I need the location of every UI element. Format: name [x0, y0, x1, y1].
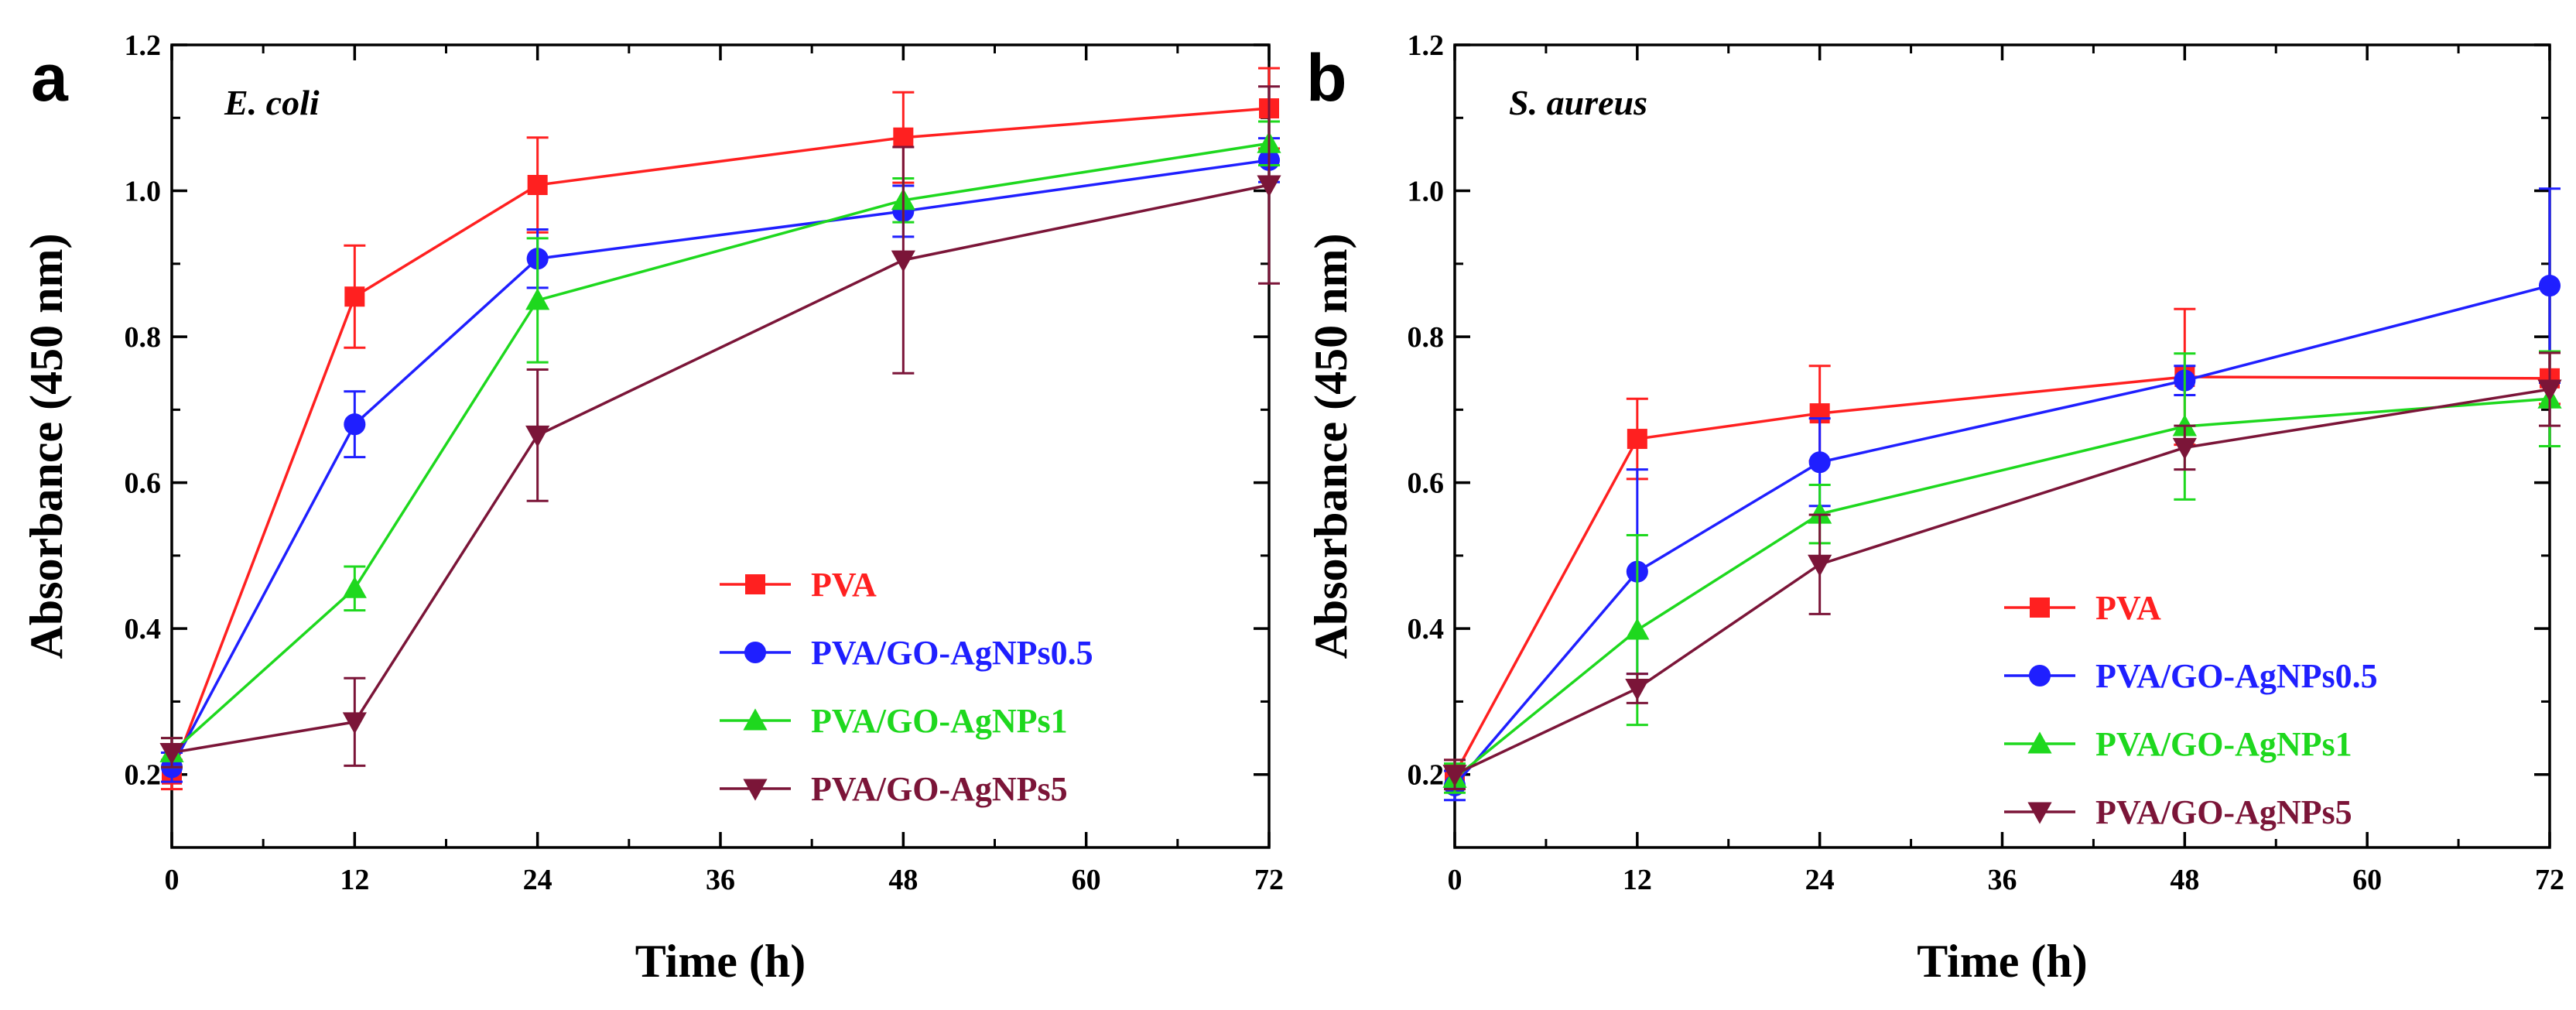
x-tick-label: 72 — [2535, 864, 2564, 896]
x-tick-label: 0 — [1448, 864, 1462, 896]
series-pva — [1444, 307, 2561, 791]
series-line — [1453, 397, 2550, 779]
y-tick-label: 1.0 — [125, 176, 162, 208]
series-pva-go-agnps1 — [1442, 350, 2562, 794]
panel-letter: a — [31, 41, 69, 115]
data-point — [1627, 429, 1647, 450]
data-point — [1808, 502, 1832, 524]
legend-marker — [2027, 731, 2052, 754]
legend-marker — [2028, 664, 2051, 687]
data-point — [344, 286, 365, 307]
plot-frame — [170, 43, 1271, 849]
legend-marker — [745, 574, 765, 594]
series-pva-go-agnps5 — [159, 85, 1281, 769]
legend-label: PVA/GO-AgNPs0.5 — [811, 634, 1093, 672]
organism-label: S. aureus — [1509, 83, 1647, 122]
data-point — [1442, 765, 1467, 787]
x-tick-label: 24 — [523, 864, 552, 896]
x-tick-label: 72 — [1254, 864, 1284, 896]
y-tick-label: 0.2 — [1408, 759, 1445, 792]
x-tick-label: 48 — [2170, 864, 2199, 896]
y-tick-label: 1.0 — [1408, 176, 1445, 208]
x-tick-label: 48 — [888, 864, 918, 896]
x-tick-label: 0 — [165, 864, 180, 896]
legend: PVA PVA/GO-AgNPs0.5 PVA/GO-AgNPs1 PVA/GO-Ag… — [720, 566, 1093, 808]
series-line — [1453, 284, 2550, 787]
data-point — [525, 288, 550, 310]
data-point — [1625, 679, 1650, 701]
legend-label: PVA/GO-AgNPs0.5 — [2095, 657, 2378, 695]
legend-label: PVA — [811, 566, 877, 604]
legend-marker — [743, 779, 768, 801]
data-point — [1808, 451, 1831, 474]
data-point — [525, 425, 550, 447]
legend-label: PVA/GO-AgNPs5 — [2095, 793, 2352, 831]
data-point — [2538, 275, 2561, 297]
y-tick-label: 0.4 — [125, 613, 162, 645]
data-point — [2537, 379, 2562, 402]
y-tick-label: 1.2 — [1408, 29, 1445, 62]
panel-a: 0 12 24 36 48 60 72 0.2 0.4 0.6 0.8 1.0 1.2 Time (h) A… — [21, 29, 1284, 987]
x-tick-label: 24 — [1805, 864, 1835, 896]
data-point — [159, 742, 184, 765]
y-axis-title: Absorbance (450 nm) — [21, 234, 72, 659]
legend-marker — [2030, 597, 2050, 618]
series-pva-go-agnps0-5 — [1443, 187, 2561, 802]
data-point — [2172, 437, 2197, 460]
y-tick-label: 0.4 — [1408, 613, 1445, 645]
data-point — [342, 576, 367, 598]
data-point — [1257, 175, 1281, 197]
legend: PVA PVA/GO-AgNPs0.5 PVA/GO-AgNPs1 PVA/GO-Ag… — [2004, 589, 2378, 831]
plot-frame — [1453, 43, 2551, 849]
y-tick-label: 0.8 — [1408, 321, 1445, 354]
legend-marker — [743, 708, 768, 731]
organism-label: E. coli — [224, 83, 320, 122]
series-pva-go-agnps0-5 — [160, 137, 1281, 783]
series-line — [171, 183, 1270, 755]
series-line — [1454, 388, 2550, 776]
x-tick-label: 36 — [706, 864, 735, 896]
x-axis-title: Time (h) — [635, 936, 806, 987]
y-tick-label: 0.6 — [125, 467, 162, 500]
y-tick-label: 0.8 — [125, 321, 162, 354]
series-line — [1453, 375, 2550, 775]
data-point — [893, 127, 914, 148]
series-pva — [161, 67, 1280, 791]
data-point — [1625, 618, 1650, 640]
y-axis-title: Absorbance (450 nm) — [1305, 234, 1356, 659]
data-point — [1808, 554, 1832, 577]
legend-label: PVA/GO-AgNPs1 — [2095, 725, 2352, 763]
x-tick-label: 12 — [340, 864, 369, 896]
legend-label: PVA/GO-AgNPs5 — [811, 770, 1068, 808]
y-tick-label: 0.2 — [125, 759, 162, 792]
panel-letter: b — [1306, 41, 1347, 115]
legend-label: PVA — [2095, 589, 2161, 627]
legend-marker — [2027, 802, 2052, 824]
data-point — [891, 250, 915, 272]
x-tick-label: 12 — [1623, 864, 1652, 896]
x-axis-title: Time (h) — [1917, 936, 2088, 987]
series-line — [170, 107, 1270, 775]
x-tick-label: 36 — [1988, 864, 2017, 896]
legend-marker — [744, 641, 767, 664]
x-tick-label: 60 — [1072, 864, 1101, 896]
data-point — [527, 175, 548, 196]
series-pva-go-agnps5 — [1442, 351, 2562, 791]
y-tick-label: 0.6 — [1408, 467, 1445, 500]
legend-label: PVA/GO-AgNPs1 — [811, 702, 1068, 740]
y-tick-label: 1.2 — [125, 29, 162, 62]
data-point — [344, 413, 366, 436]
data-point — [342, 712, 367, 734]
panel-b: 0 12 24 36 48 60 72 0.2 0.4 0.6 0.8 1.0 1.2 Time (h) A… — [1305, 29, 2564, 987]
x-tick-label: 60 — [2352, 864, 2382, 896]
